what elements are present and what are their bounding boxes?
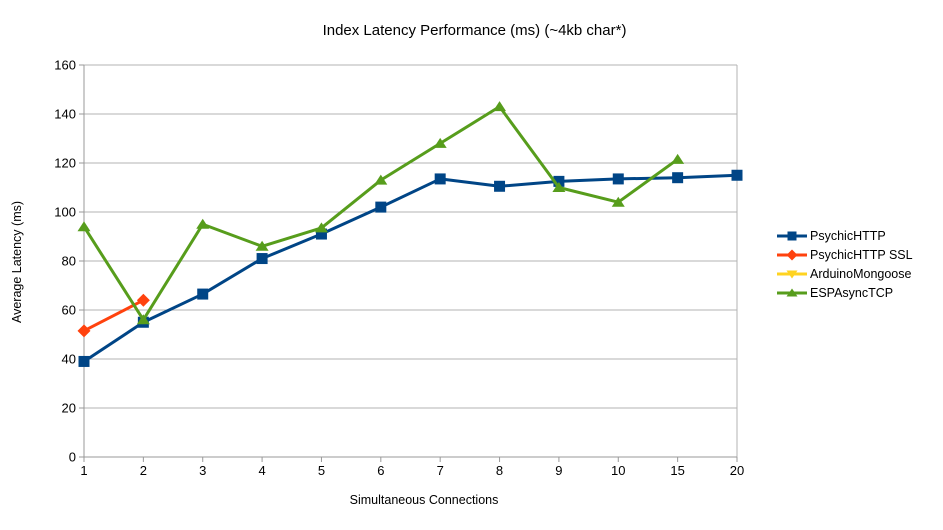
marker-espasynctcp (433, 137, 447, 148)
legend-item-psychichttp: PsychicHTTP (777, 226, 913, 245)
marker-espasynctcp (552, 182, 566, 192)
x-tick-label: 5 (318, 463, 325, 478)
y-tick-label: 160 (54, 58, 76, 73)
y-tick-label: 20 (62, 401, 76, 416)
x-tick-label: 2 (140, 463, 147, 478)
marker-espasynctcp (671, 153, 685, 164)
marker-psychichttp (197, 288, 209, 300)
legend-key-marker (786, 270, 798, 278)
legend-item-espasynctcp: ESPAsyncTCP (777, 283, 913, 302)
marker-psychichttp (256, 253, 268, 265)
legend-label: PsychicHTTP (810, 228, 886, 243)
chart-title: Index Latency Performance (ms) (~4kb cha… (322, 22, 627, 39)
series-line-psychichttp (83, 173, 738, 363)
legend-key-icon (777, 231, 807, 240)
legend-item-psychichttp-ssl: PsychicHTTP SSL (777, 245, 913, 264)
marker-espasynctcp (374, 174, 388, 185)
x-tick-label: 10 (611, 463, 625, 478)
marker-psychichttp (612, 173, 624, 185)
y-tick-label: 60 (62, 303, 76, 318)
legend-label: ESPAsyncTCP (810, 285, 894, 300)
legend-label: PsychicHTTP SSL (810, 247, 913, 262)
x-tick-label: 7 (437, 463, 444, 478)
marker-psychichttp (375, 201, 387, 213)
legend-label: ArduinoMongoose (810, 266, 912, 281)
marker-espasynctcp (611, 196, 625, 207)
x-tick-label: 15 (670, 463, 684, 478)
marker-espasynctcp (136, 314, 150, 325)
marker-psychichttp (494, 180, 506, 192)
legend-key-marker (786, 249, 798, 260)
x-tick-label: 8 (496, 463, 503, 478)
marker-psychichttp (672, 172, 684, 184)
x-tick-label: 1 (80, 463, 87, 478)
x-tick-label: 6 (377, 463, 384, 478)
marker-psychichttp-ssl (136, 293, 150, 307)
legend-item-arduinomongoose: ArduinoMongoose (777, 264, 913, 283)
marker-espasynctcp (196, 218, 210, 229)
legend-key-icon (777, 270, 807, 278)
x-tick-label: 9 (555, 463, 562, 478)
y-tick-label: 80 (62, 254, 76, 269)
x-tick-label: 3 (199, 463, 206, 478)
legend: PsychicHTTP PsychicHTTP SSL ArduinoMongoos… (777, 226, 913, 302)
series-line-espasynctcp (82, 105, 679, 322)
marker-espasynctcp (255, 240, 269, 251)
y-tick-label: 120 (54, 156, 76, 171)
y-tick-label: 140 (54, 107, 76, 122)
marker-espasynctcp (493, 101, 507, 112)
marker-espasynctcp (314, 222, 328, 233)
x-axis-title: Simultaneous Connections (349, 493, 499, 507)
marker-psychichttp (78, 355, 90, 367)
x-tick-label: 20 (730, 463, 744, 478)
marker-espasynctcp (77, 221, 91, 232)
legend-key-marker (786, 288, 798, 296)
legend-key-marker (787, 231, 797, 240)
y-tick-label: 40 (62, 352, 76, 367)
legend-key-icon (777, 249, 807, 260)
y-tick-label: 100 (54, 205, 76, 220)
marker-psychichttp (434, 173, 446, 185)
y-tick-label: 0 (69, 450, 76, 465)
marker-psychichttp-ssl (77, 324, 91, 338)
marker-psychichttp (731, 169, 743, 181)
legend-key-icon (777, 288, 807, 296)
x-tick-label: 4 (258, 463, 265, 478)
